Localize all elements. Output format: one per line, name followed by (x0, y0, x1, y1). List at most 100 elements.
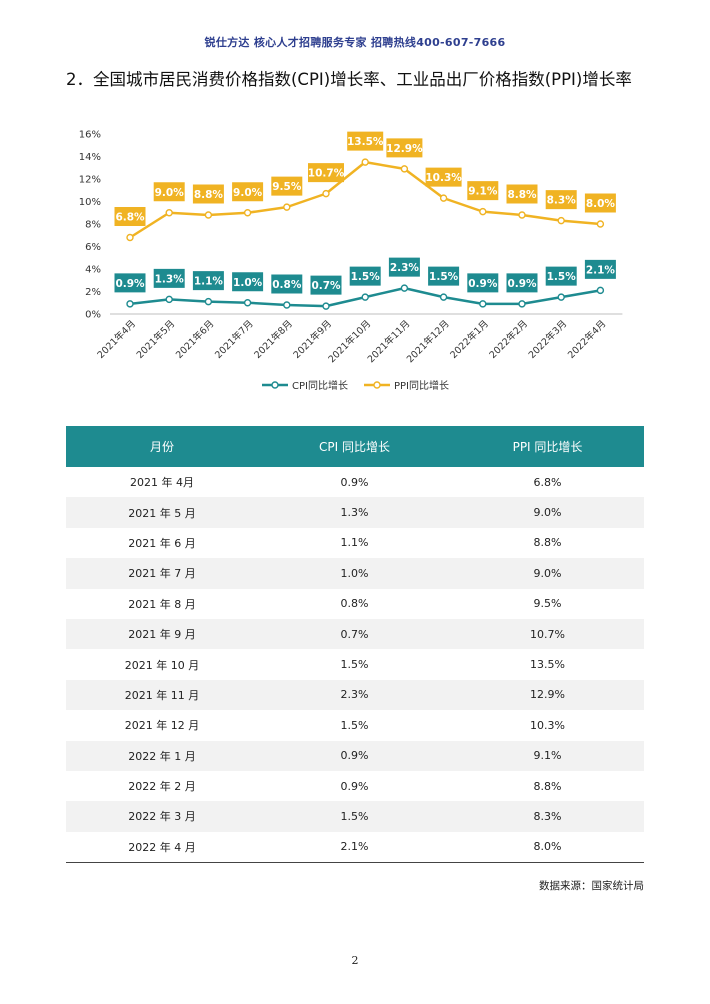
y-tick-label: 8% (85, 220, 101, 231)
table-row: 2021 年 4月 0.9% 6.8% (66, 467, 644, 497)
table-row: 2022 年 2 月 0.9% 8.8% (66, 771, 644, 801)
data-label-box (308, 163, 344, 183)
data-label-box (347, 131, 384, 151)
table-row: 2021 年 7 月 1.0% 9.0% (66, 558, 644, 589)
data-point (126, 233, 134, 242)
data-point (322, 189, 330, 198)
x-tick-label: 2021年12月 (404, 318, 452, 366)
data-point (165, 209, 173, 217)
cell-cpi: 1.3% (258, 497, 451, 528)
table-header-row: 月份 CPI 同比增长 PPI 同比增长 (66, 426, 644, 467)
data-label: 0.9% (468, 278, 498, 290)
table-row: 2021 年 11 月 2.3% 12.9% (66, 679, 644, 711)
table-row: 2022 年 3 月 1.5% 8.3% (66, 801, 644, 832)
x-tick-label: 2021年5月 (134, 318, 177, 361)
cell-month: 2021 年 9 月 (66, 618, 258, 650)
data-label: 9.0% (155, 187, 185, 199)
data-label: 8.8% (507, 189, 537, 201)
y-tick-label: 14% (79, 152, 101, 163)
cell-cpi: 1.5% (340, 718, 369, 732)
data-label-box (425, 167, 462, 187)
cell-month: 2021 年 5 月 (66, 497, 258, 528)
cell-ppi: 6.8% (533, 475, 562, 489)
cell-cpi: 0.9% (258, 740, 451, 771)
x-tick-label: 2022年3月 (526, 318, 569, 361)
x-tick-label: 2021年8月 (252, 318, 295, 361)
cell-ppi: 12.9% (451, 679, 644, 711)
source-note: 数据来源：国家统计局 (539, 880, 644, 892)
x-tick-label: 2021年4月 (95, 318, 138, 361)
data-label: 0.9% (115, 278, 145, 290)
data-point (479, 207, 487, 216)
header-month: 月份 (66, 426, 258, 467)
data-label: 1.5% (547, 271, 577, 283)
cell-ppi: 8.8% (533, 536, 562, 550)
data-point (283, 203, 291, 211)
y-tick-label: 2% (85, 287, 101, 298)
cell-cpi: 1.0% (258, 558, 451, 589)
cpi-ppi-data-table: 月份 CPI 同比增长 PPI 同比增长 2021 年 4月 0.9% 6.8% 2… (66, 426, 644, 863)
y-tick-label: 4% (85, 265, 101, 276)
cell-month: 2022 年 2 月 (128, 780, 196, 794)
data-label: 2.1% (586, 264, 616, 276)
data-point (243, 209, 252, 217)
data-point (439, 293, 448, 301)
header-ppi: PPI 同比增长 (451, 426, 644, 467)
data-point (518, 211, 526, 219)
data-point (165, 295, 173, 304)
cell-ppi: 8.8% (533, 779, 562, 793)
y-tick-label: 10% (79, 197, 101, 208)
cell-month: 2021 年 4月 (130, 476, 194, 490)
cell-cpi: 1.1% (340, 536, 369, 550)
data-label-box (386, 138, 423, 158)
data-point (361, 293, 369, 301)
header-banner: 锐仕方达 核心人才招聘服务专家 招聘热线400-607-7666 (204, 36, 506, 49)
data-label-box (467, 181, 499, 201)
data-label: 1.1% (194, 276, 224, 288)
data-label: 0.8% (272, 279, 302, 291)
y-tick-label: 16% (79, 130, 101, 141)
header-cpi: CPI 同比增长 (258, 426, 451, 467)
cell-month: 2021 年 7 月 (66, 558, 258, 589)
data-point (322, 302, 330, 310)
cpi-ppi-line-chart: 0%2%4%6%8%10%12%14%16%2021年4月2021年5月2021… (79, 130, 623, 392)
data-label: 0.9% (507, 278, 537, 290)
cell-ppi: 9.5% (533, 597, 562, 611)
y-tick-label: 0% (85, 310, 101, 321)
table-row: 2021 年 6 月 1.1% 8.8% (66, 528, 644, 558)
data-label-box (349, 266, 381, 286)
x-tick-label: 2021年9月 (291, 318, 334, 361)
data-label: 1.0% (233, 277, 263, 289)
data-label-box (584, 193, 616, 213)
table-row: 2021 年 10 月 1.5% 13.5% (66, 649, 644, 679)
x-tick-label: 2022年4月 (565, 318, 608, 361)
table-row: 2021 年 12 月 1.5% 10.3% (66, 710, 644, 740)
data-label-box (153, 182, 185, 202)
data-label: 8.0% (586, 198, 616, 210)
data-label: 6.8% (115, 212, 145, 224)
data-label: 2.3% (390, 262, 420, 274)
page-number: 2 (351, 954, 359, 967)
data-label-box (467, 273, 499, 293)
cell-cpi: 0.9% (340, 475, 369, 489)
cell-cpi: 0.9% (340, 779, 369, 793)
data-point (361, 158, 369, 166)
data-point (596, 220, 605, 228)
table-row: 2021 年 5 月 1.3% 9.0% (66, 497, 644, 528)
data-point (596, 286, 605, 295)
data-point (126, 300, 134, 308)
cell-month: 2021 年 12 月 (124, 719, 200, 733)
data-label: 9.5% (272, 181, 302, 193)
data-label: 8.3% (547, 195, 577, 207)
data-label: 10.3% (425, 172, 462, 184)
data-label: 13.5% (347, 136, 384, 148)
x-tick-label: 2022年2月 (487, 318, 530, 361)
data-point (439, 194, 448, 202)
cell-cpi: 0.8% (340, 597, 369, 611)
data-point (400, 284, 409, 292)
cell-ppi: 10.7% (451, 618, 644, 650)
data-label-box (506, 273, 538, 293)
cell-cpi: 1.5% (258, 801, 451, 832)
cell-month: 2021 年 8 月 (128, 597, 196, 611)
data-label-box (232, 182, 264, 202)
